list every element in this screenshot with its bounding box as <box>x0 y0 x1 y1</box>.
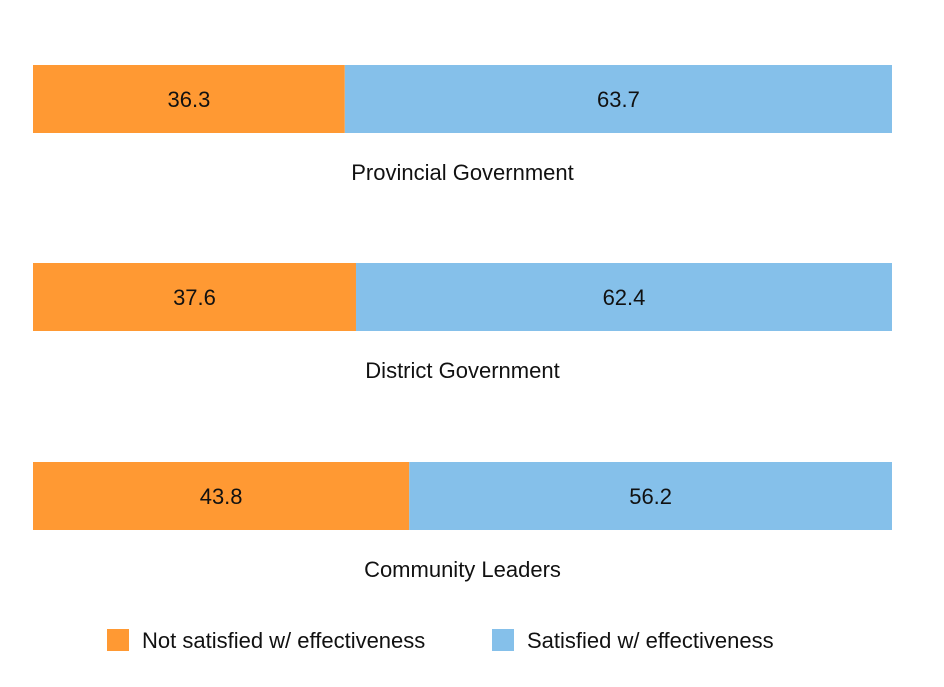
data-label: 37.6 <box>173 285 216 310</box>
legend-item-satisfied: Satisfied w/ effectiveness <box>492 628 774 653</box>
legend-swatch <box>107 629 129 651</box>
bar-segment-not-satisfied <box>33 263 356 331</box>
data-label: 56.2 <box>629 484 672 509</box>
bar-segment-not-satisfied <box>33 65 345 133</box>
bar-segment-satisfied <box>344 65 892 133</box>
data-label: 43.8 <box>200 484 243 509</box>
bar-segment-not-satisfied <box>33 462 410 530</box>
bar-segment-satisfied <box>409 462 892 530</box>
category-label: Provincial Government <box>351 160 574 185</box>
legend-label: Not satisfied w/ effectiveness <box>142 628 425 653</box>
legend-label: Satisfied w/ effectiveness <box>527 628 774 653</box>
data-label: 36.3 <box>167 87 210 112</box>
data-label: 62.4 <box>603 285 646 310</box>
legend-item-not-satisfied: Not satisfied w/ effectiveness <box>107 628 425 653</box>
data-label: 63.7 <box>597 87 640 112</box>
category-label: District Government <box>365 358 559 383</box>
category-label: Community Leaders <box>364 557 561 582</box>
bar-segment-satisfied <box>355 263 892 331</box>
legend-swatch <box>492 629 514 651</box>
